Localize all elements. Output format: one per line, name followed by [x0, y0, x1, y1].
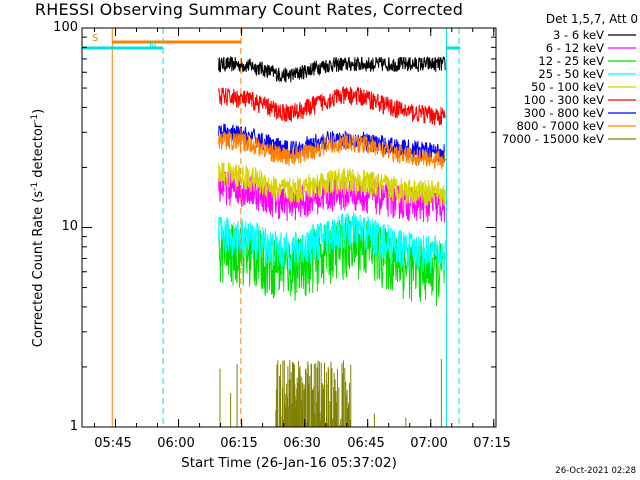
x-tick-label: 06:45 — [336, 436, 396, 451]
legend-entry: 25 - 50 keV — [480, 67, 604, 81]
chart-title: RHESSI Observing Summary Count Rates, Co… — [0, 0, 498, 19]
legend-entry: 12 - 25 keV — [480, 54, 604, 68]
x-tick-label: 07:00 — [399, 436, 459, 451]
tick-layer — [82, 28, 496, 427]
saa-label: S — [92, 33, 98, 44]
x-axis-label: Start Time (26-Jan-16 05:37:02) — [82, 455, 496, 471]
marker-layer — [82, 28, 496, 427]
series-layer — [219, 57, 446, 427]
y-tick-label: 1 — [40, 419, 78, 434]
legend-entry: 6 - 12 keV — [480, 41, 604, 55]
legend-entry: 800 - 7000 keV — [480, 119, 604, 133]
legend-entry: 100 - 300 keV — [480, 93, 604, 107]
legend-entry: 7000 - 15000 keV — [480, 132, 604, 146]
y-tick-label: 100 — [40, 20, 78, 35]
x-tick-label: 06:00 — [146, 436, 206, 451]
legend-title: Det 1,5,7, Att 0 — [506, 12, 638, 26]
generation-timestamp: 26-Oct-2021 02:28 — [555, 466, 636, 476]
series-line-100-300kev — [219, 87, 446, 126]
y-tick-label: 10 — [40, 219, 78, 234]
x-tick-label: 06:30 — [272, 436, 332, 451]
legend-entry: 3 - 6 keV — [480, 28, 604, 42]
legend-entry: 50 - 100 keV — [480, 80, 604, 94]
night-label: N — [149, 41, 156, 52]
x-tick-label: 06:15 — [209, 436, 269, 451]
legend-entry: 300 - 800 keV — [480, 106, 604, 120]
x-tick-label: 07:15 — [462, 436, 522, 451]
plot-frame — [82, 28, 496, 427]
series-line-3-6kev — [219, 57, 446, 83]
x-tick-label: 05:45 — [83, 436, 143, 451]
